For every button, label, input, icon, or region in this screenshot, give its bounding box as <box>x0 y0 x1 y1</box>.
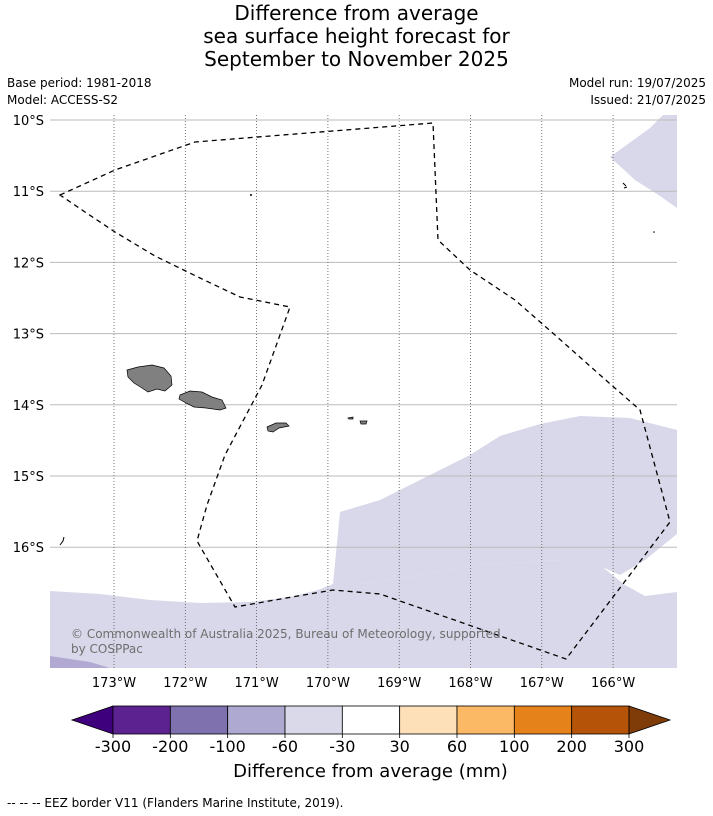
lat-label: 15°S <box>13 470 44 485</box>
colorbar-segment <box>571 705 630 735</box>
credit-line-1: © Commonwealth of Australia 2025, Bureau… <box>71 627 501 641</box>
lon-label: 170°W <box>306 676 350 691</box>
lat-label: 14°S <box>13 399 44 414</box>
map-panel: © Commonwealth of Australia 2025, Bureau… <box>50 115 677 668</box>
tutuila-island <box>266 422 290 433</box>
colorbar-segment <box>169 705 229 735</box>
colorbar-tick-label: 60 <box>447 737 467 756</box>
longitude-gridlines <box>113 115 614 668</box>
eez-border-american-samoa <box>58 122 671 660</box>
lon-label: 173°W <box>92 676 136 691</box>
manua-island-1 <box>347 416 354 420</box>
lon-label: 172°W <box>163 676 207 691</box>
anomaly-region-southwest-deep <box>50 656 110 668</box>
colorbar-segment <box>399 705 458 735</box>
colorbar-tick-label: 300 <box>614 737 645 756</box>
anomaly-region-southeast <box>50 560 677 668</box>
colorbar-tick-label: 100 <box>499 737 530 756</box>
lat-label: 10°S <box>13 114 44 129</box>
upolu-island <box>178 390 227 411</box>
savaii-island <box>126 364 173 393</box>
colorbar-max-arrow <box>628 705 672 735</box>
colorbar-title: Difference from average (mm) <box>233 761 508 782</box>
lon-label: 166°W <box>591 676 635 691</box>
colorbar-segment <box>456 705 515 735</box>
lat-label: 13°S <box>13 328 44 343</box>
colorbar-tick-label: -60 <box>272 737 298 756</box>
map-title: Difference from average sea surface heig… <box>0 2 713 71</box>
meta-left: Base period: 1981-2018 Model: ACCESS-S2 <box>7 75 152 109</box>
colorbar-tick-label: 200 <box>556 737 587 756</box>
northeast-islet <box>653 231 655 233</box>
latitude-gridlines <box>50 119 677 548</box>
eez-legend-note: -- -- -- EEZ border V11 (Flanders Marine… <box>7 796 344 810</box>
anomaly-region-east <box>333 416 677 584</box>
lon-label: 167°W <box>520 676 564 691</box>
model-run: Model run: 19/07/2025 <box>568 76 706 90</box>
lon-label: 168°W <box>448 676 492 691</box>
colorbar-min-arrow <box>70 705 114 735</box>
latitude-labels: 10°S 11°S 12°S 13°S 14°S 15°S 16°S <box>13 114 44 556</box>
title-line-1: Difference from average <box>234 1 479 25</box>
meta-right: Model run: 19/07/2025 Issued: 21/07/2025 <box>569 75 706 109</box>
tokelau-islet <box>622 182 628 189</box>
lon-label: 169°W <box>377 676 421 691</box>
colorbar-tick-label: -30 <box>329 737 355 756</box>
swains-island <box>250 194 252 196</box>
manua-island-2 <box>359 420 368 425</box>
issued-date: Issued: 21/07/2025 <box>590 93 706 107</box>
model-name: Model: ACCESS-S2 <box>7 93 119 107</box>
longitude-labels: 173°W 172°W 171°W 170°W 169°W 168°W 167°W 166°W <box>92 676 635 691</box>
title-line-3: September to November 2025 <box>204 47 509 71</box>
lat-label: 16°S <box>13 541 44 556</box>
colorbar-segment <box>227 705 286 735</box>
anomaly-region-northeast <box>610 115 677 208</box>
lon-label: 171°W <box>235 676 279 691</box>
base-period: Base period: 1981-2018 <box>7 76 152 90</box>
southwest-islet <box>59 536 65 546</box>
colorbar-tick-label: -100 <box>210 737 246 756</box>
colorbar: -300 -200 -100 -60 -30 30 60 100 200 300 <box>70 705 672 756</box>
credit-line-2: by COSPPac <box>71 642 143 656</box>
lat-label: 11°S <box>13 185 44 200</box>
colorbar-segment <box>112 705 171 735</box>
colorbar-tick-label: -200 <box>152 737 188 756</box>
lat-label: 12°S <box>13 256 44 271</box>
colorbar-tick-label: 30 <box>389 737 409 756</box>
colorbar-segment <box>284 705 343 735</box>
colorbar-segment <box>513 705 573 735</box>
title-line-2: sea surface height forecast for <box>203 24 510 48</box>
colorbar-segment <box>341 705 401 735</box>
colorbar-tick-label: -300 <box>95 737 131 756</box>
